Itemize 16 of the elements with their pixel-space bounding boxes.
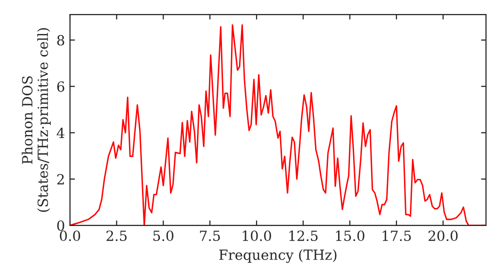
y-tick-label: 4: [56, 128, 64, 138]
y-tick-label: 2: [57, 174, 64, 184]
x-tick-label: 5.0: [153, 230, 174, 242]
x-axis-title: Frequency (THz): [219, 249, 336, 263]
x-tick-label: 7.5: [200, 230, 220, 242]
y-tick-label: 6: [57, 81, 64, 92]
y-tick-label: 0: [57, 220, 64, 231]
x-tick-label: 20.0: [428, 230, 458, 242]
x-tick-label: 12.5: [289, 230, 318, 242]
x-tick-label: 15.0: [336, 230, 364, 242]
x-tick-label: 0.0: [60, 230, 80, 242]
y-tick-label: 8: [57, 35, 64, 46]
x-tick-label: 17.5: [382, 230, 411, 242]
x-tick-label: 2.5: [106, 230, 127, 242]
x-tick-label: 10.0: [242, 230, 272, 242]
y-axis-title: Phonon DOS (States/THz·primitive cell): [22, 28, 51, 212]
